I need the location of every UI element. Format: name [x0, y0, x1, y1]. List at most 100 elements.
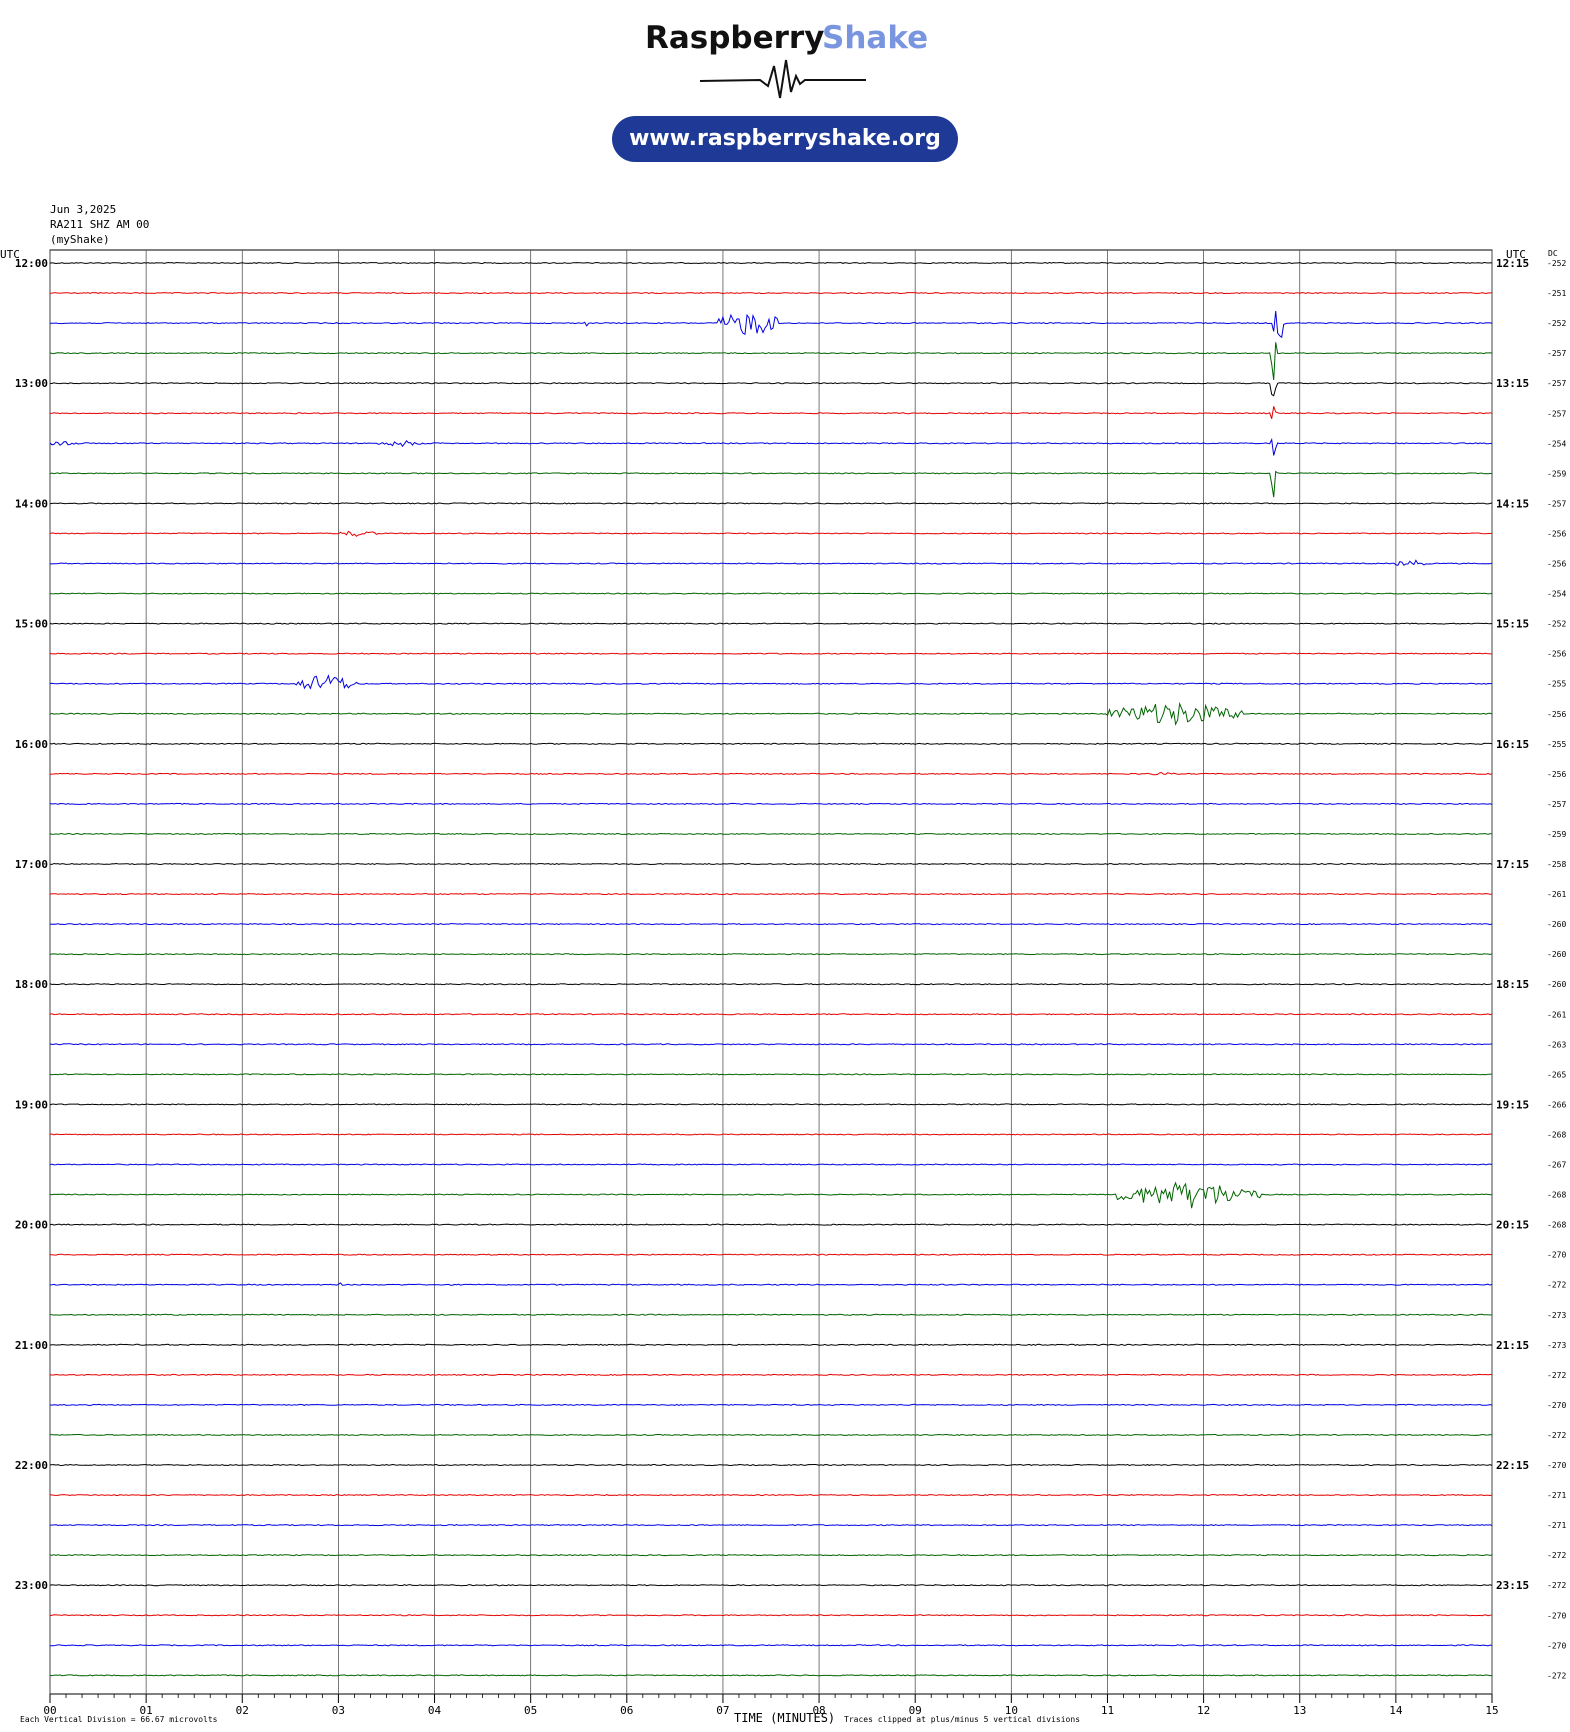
seismic-trace-line	[49, 1524, 1493, 1527]
seismic-trace-line	[49, 1343, 1493, 1346]
dc-offset-label: -260	[1547, 920, 1566, 929]
station-code: RA211 SHZ AM 00	[50, 218, 150, 231]
seismic-trace-line	[49, 382, 1493, 397]
dc-header-label: DC	[1548, 249, 1558, 258]
x-tick-label: 08	[812, 1704, 825, 1717]
dc-offset-label: -271	[1547, 1491, 1566, 1500]
hour-label-left: 12:00	[15, 257, 48, 270]
seismic-trace-line	[49, 983, 1493, 986]
x-tick-label: 09	[909, 1704, 922, 1717]
seismic-trace-line	[49, 1282, 1493, 1286]
dc-offset-label: -272	[1547, 1551, 1566, 1560]
dc-offset-label: -272	[1547, 1371, 1566, 1380]
dc-offset-label: -259	[1547, 469, 1566, 478]
dc-offset-label: -273	[1547, 1341, 1566, 1350]
dc-offset-label: -270	[1547, 1641, 1566, 1650]
dc-offset-label: -272	[1547, 1281, 1566, 1290]
x-tick-label: 07	[716, 1704, 729, 1717]
dc-offset-label: -268	[1547, 1221, 1566, 1230]
dc-offset-label: -263	[1547, 1040, 1566, 1049]
seismic-trace-line	[49, 622, 1493, 625]
seismic-trace-line	[49, 701, 1493, 726]
seismic-trace-line	[49, 502, 1493, 505]
hour-label-left: 14:00	[15, 497, 48, 510]
seismic-trace-line	[49, 559, 1493, 566]
logo-shake-text: Shake	[822, 20, 929, 56]
hour-label-right: 13:15	[1496, 377, 1529, 390]
seismic-trace-line	[49, 1644, 1493, 1647]
hour-label-right: 17:15	[1496, 858, 1529, 871]
seismic-trace-line	[49, 832, 1492, 835]
seismic-trace-line	[49, 1554, 1493, 1557]
seismic-trace-line	[49, 923, 1493, 926]
hour-label-right: 16:15	[1496, 738, 1529, 751]
axis-labels: UTC UTC DC TIME (MINUTES) Each Vertical …	[0, 248, 1566, 1725]
utc-left-label: UTC	[0, 248, 20, 261]
seismic-trace-line	[49, 261, 1493, 265]
website-url-badge[interactable]: www.raspberryshake.org	[612, 116, 958, 162]
x-tick-label: 05	[524, 1704, 537, 1717]
dc-offset-label: -272	[1547, 1581, 1566, 1590]
x-tick-label: 15	[1485, 1704, 1498, 1717]
hour-label-left: 15:00	[15, 618, 48, 631]
dc-offset-label: -256	[1547, 650, 1566, 659]
seismic-trace-line	[49, 1013, 1493, 1016]
dc-offset-label: -268	[1547, 1130, 1566, 1139]
x-tick-label: 14	[1389, 1704, 1403, 1717]
seismic-trace-line	[49, 292, 1493, 295]
x-axis-title: TIME (MINUTES)	[734, 1711, 835, 1725]
seismic-trace-line	[49, 1043, 1493, 1046]
hour-label-left: 20:00	[15, 1219, 48, 1232]
seismic-trace-line	[49, 802, 1493, 805]
dc-offset-label: -265	[1547, 1070, 1566, 1079]
hour-label-left: 23:00	[15, 1579, 48, 1592]
x-tick-label: 02	[236, 1704, 249, 1717]
dc-offset-label: -271	[1547, 1521, 1566, 1530]
hour-label-left: 19:00	[15, 1098, 48, 1111]
data-source: (myShake)	[50, 233, 110, 246]
dc-offset-label: -252	[1547, 319, 1566, 328]
dc-offset-label: -255	[1547, 680, 1566, 689]
dc-offset-label: -260	[1547, 980, 1566, 989]
dc-offset-label: -268	[1547, 1191, 1566, 1200]
hour-label-right: 19:15	[1496, 1098, 1529, 1111]
dc-offset-label: -270	[1547, 1611, 1566, 1620]
seismic-trace-line	[49, 1494, 1493, 1497]
hour-label-right: 21:15	[1496, 1339, 1529, 1352]
hour-label-right: 20:15	[1496, 1219, 1529, 1232]
seismic-traces	[49, 261, 1493, 1677]
seismic-trace-line	[49, 1373, 1493, 1376]
hour-label-left: 18:00	[15, 978, 48, 991]
utc-right-label: UTC	[1506, 248, 1526, 261]
x-tick-label: 10	[1005, 1704, 1018, 1717]
hour-label-right: 15:15	[1496, 618, 1529, 631]
seismic-trace-line	[49, 1223, 1492, 1226]
hour-label-left: 17:00	[15, 858, 48, 871]
logo-raspberry-text: Raspberry	[645, 20, 825, 56]
dc-offset-label: -261	[1547, 890, 1566, 899]
hour-label-right: 23:15	[1496, 1579, 1529, 1592]
seismic-trace-line	[49, 470, 1492, 498]
dc-offset-label: -256	[1547, 560, 1566, 569]
hour-label-left: 13:00	[15, 377, 48, 390]
plot-frame	[49, 249, 1493, 1695]
dc-offset-label: -257	[1547, 379, 1566, 388]
seismic-trace-line	[49, 530, 1493, 537]
seismic-trace-line	[49, 1103, 1493, 1106]
dc-offset-label: -261	[1547, 1010, 1566, 1019]
clip-note: Traces clipped at plus/minus 5 vertical …	[844, 1715, 1080, 1724]
grid-lines	[49, 249, 1493, 1703]
dc-offset-label: -252	[1547, 259, 1566, 268]
dc-offset-label: -259	[1547, 830, 1566, 839]
seismic-trace-line	[49, 1073, 1493, 1076]
seismic-trace-line	[49, 742, 1493, 745]
dc-offset-label: -252	[1547, 620, 1566, 629]
dc-offset-label: -257	[1547, 499, 1566, 508]
dc-offset-label: -254	[1547, 439, 1566, 448]
hour-label-left: 22:00	[15, 1459, 48, 1472]
x-tick-label: 13	[1293, 1704, 1306, 1717]
dc-offset-label: -272	[1547, 1671, 1566, 1680]
seismic-trace-line	[49, 1133, 1493, 1136]
x-tick-label: 04	[428, 1704, 442, 1717]
dc-offset-label: -257	[1547, 349, 1566, 358]
